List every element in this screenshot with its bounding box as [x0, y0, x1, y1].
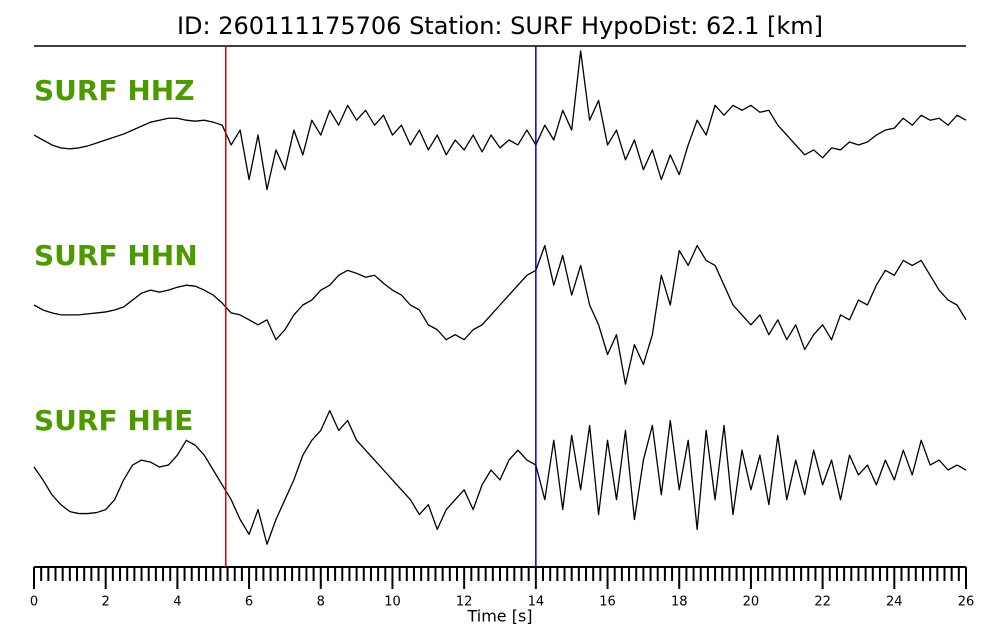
trace — [33, 409, 967, 545]
x-tick-label: 4 — [173, 595, 181, 610]
x-tick-label: 0 — [30, 595, 38, 610]
x-tick-label: 18 — [671, 595, 688, 610]
x-tick-label: 6 — [245, 595, 253, 610]
x-tick-label: 26 — [958, 595, 975, 610]
x-tick-label: 22 — [814, 595, 831, 610]
trace-label: SURF HHZ — [34, 74, 195, 107]
trace — [33, 50, 967, 191]
chart-title: ID: 260111175706 Station: SURF HypoDist:… — [177, 12, 823, 40]
trace-label: SURF HHN — [34, 239, 198, 272]
x-tick-label: 12 — [456, 595, 473, 610]
trace-label: SURF HHE — [34, 404, 193, 437]
x-axis-label: Time [s] — [466, 607, 532, 626]
x-tick-label: 20 — [743, 595, 760, 610]
x-tick-label: 14 — [528, 595, 545, 610]
x-tick-label: 24 — [886, 595, 903, 610]
x-tick-label: 10 — [384, 595, 401, 610]
x-tick-label: 8 — [317, 595, 325, 610]
trace — [33, 244, 967, 385]
x-tick-label: 2 — [102, 595, 110, 610]
x-tick-label: 16 — [599, 595, 616, 610]
